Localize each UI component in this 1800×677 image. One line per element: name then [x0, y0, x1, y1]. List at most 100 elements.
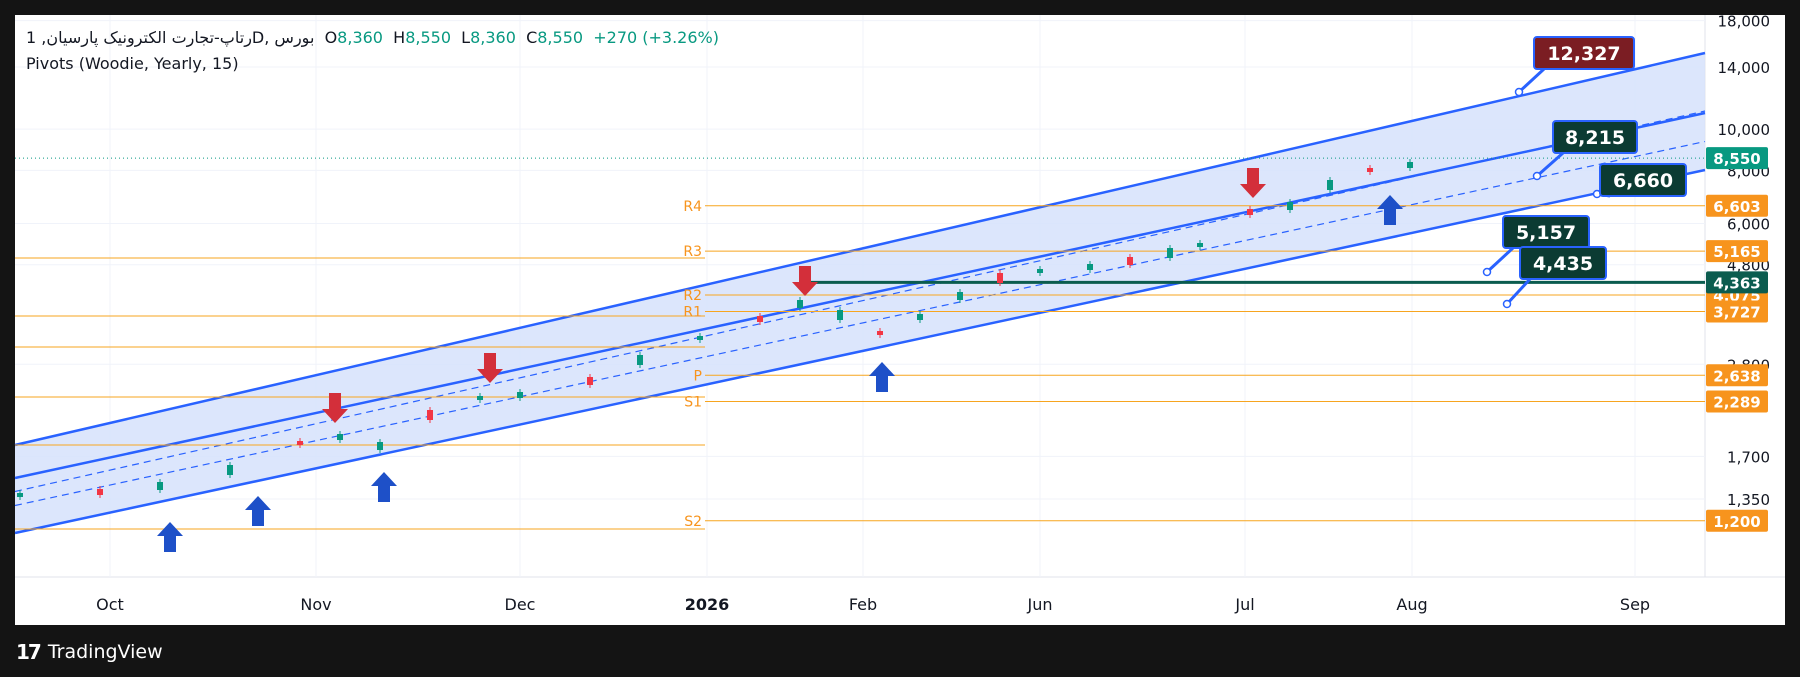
arrow-up-icon	[157, 522, 183, 552]
pivot-price-label: 2,289	[1713, 393, 1760, 411]
candle-body	[877, 331, 883, 335]
candle-body	[377, 442, 383, 450]
candle-body	[427, 410, 433, 420]
low-value: 8,360	[470, 28, 516, 47]
candle-body	[757, 316, 763, 322]
candle-body	[587, 377, 593, 385]
logo-text: TradingView	[47, 641, 163, 663]
change-value: +270 (+3.26%)	[593, 28, 719, 47]
arrow-down-icon	[477, 353, 503, 383]
candle-body	[477, 396, 483, 400]
channel-lower-line	[14, 168, 1706, 535]
y-tick-label: 1,350	[1727, 491, 1770, 509]
pivot-price-tag	[1706, 509, 1768, 532]
tradingview-logo-icon: 17	[16, 640, 42, 664]
callout-box	[1552, 120, 1638, 154]
x-tick-label: Aug	[1396, 595, 1427, 614]
pivot-price-tag	[1706, 240, 1768, 263]
pivot-price-label: 2,638	[1713, 367, 1760, 385]
candle-body	[517, 392, 523, 398]
callout-anchor	[1502, 299, 1512, 309]
indicator-legend[interactable]: Pivots (Woodie, Yearly, 15)	[26, 54, 239, 73]
candle-body	[227, 465, 233, 475]
close-value: 8,550	[537, 28, 584, 47]
pivot-price-tag	[1706, 300, 1768, 323]
pivot-level-name: P	[694, 368, 702, 384]
callout-anchor	[1532, 171, 1542, 181]
candle-body	[1327, 180, 1333, 190]
high-value: 8,550	[405, 28, 451, 47]
arrow-up-icon	[245, 496, 271, 526]
last-price-tag	[1706, 147, 1768, 170]
y-tick-label: 1,700	[1727, 448, 1770, 466]
pivot-price-tag	[1706, 390, 1768, 413]
tradingview-logo[interactable]: 17 TradingView	[16, 640, 163, 664]
ohlc-header: رتاپ-تجارت الکترونیک پارسیان, 1D, بورس O…	[26, 28, 719, 47]
channel-upper-line	[14, 51, 1706, 447]
x-tick-label: Jun	[1027, 595, 1053, 614]
candle-body	[797, 300, 803, 308]
last-price-label: 8,550	[1713, 150, 1760, 168]
x-tick-label: Feb	[849, 595, 877, 614]
candle-body	[1037, 269, 1043, 273]
y-tick-label: 10,000	[1718, 121, 1771, 139]
callout-box	[1533, 36, 1635, 70]
candle-body	[297, 441, 303, 445]
candle-body	[1127, 257, 1133, 265]
candle-body	[997, 273, 1003, 283]
candle-body	[1367, 168, 1373, 172]
pivot-level-name: S2	[684, 514, 702, 530]
arrow-up-icon	[371, 472, 397, 502]
pivot-level-name: R1	[683, 304, 702, 320]
close-label: C	[526, 28, 538, 47]
candle-body	[97, 489, 103, 495]
pivot-price-label: 3,727	[1713, 303, 1760, 321]
arrow-down-icon	[1240, 168, 1266, 198]
pivot-price-tag	[1706, 194, 1768, 217]
arrow-down-icon	[792, 266, 818, 296]
pivot-price-label: 6,603	[1713, 198, 1760, 216]
callout-leader	[1485, 246, 1515, 274]
candle-body	[1167, 248, 1173, 258]
candle-body	[1407, 162, 1413, 168]
pivot-level-name: S1	[684, 394, 702, 410]
y-tick-label: 6,000	[1727, 215, 1770, 233]
open-label: O	[324, 28, 338, 47]
candle-body	[1247, 209, 1253, 215]
callout-leader	[1517, 67, 1546, 94]
pivot-price-label: 5,165	[1713, 243, 1760, 261]
channel-middle-line	[14, 111, 1706, 480]
arrow-up-icon	[869, 362, 895, 392]
candle-body	[637, 355, 643, 365]
low-label: L	[461, 28, 471, 47]
candle-body	[17, 493, 23, 497]
callout-anchor	[1514, 87, 1524, 97]
callout-box	[1519, 246, 1607, 280]
callout-anchor	[1482, 267, 1492, 277]
time-axis-area	[15, 577, 1785, 625]
x-tick-label: Nov	[300, 595, 331, 614]
callout-label: 6,660	[1613, 170, 1673, 192]
pivot-level-name: R2	[683, 288, 702, 304]
pivot-price-label: 1,200	[1713, 513, 1760, 531]
candle-body	[1087, 264, 1093, 270]
symbol-title[interactable]: رتاپ-تجارت الکترونیک پارسیان, 1D, بورس	[26, 28, 315, 47]
channel-fill	[15, 53, 1705, 533]
candle-body	[157, 482, 163, 490]
open-value: 8,360	[337, 28, 383, 47]
support-price-label: 4,363	[1713, 274, 1760, 292]
x-tick-label: 2026	[685, 595, 730, 614]
candle-body	[1197, 243, 1203, 247]
callout-box	[1599, 163, 1687, 197]
candle-body	[837, 310, 843, 320]
candle-body	[917, 314, 923, 320]
callout-label: 5,157	[1516, 222, 1576, 244]
callout-label: 8,215	[1565, 127, 1625, 149]
y-tick-label: 14,000	[1718, 59, 1771, 77]
callout-leader	[1536, 151, 1564, 178]
y-tick-label: 18,000	[1718, 13, 1771, 31]
callout-leader	[1505, 277, 1532, 306]
support-price-tag	[1706, 271, 1768, 294]
